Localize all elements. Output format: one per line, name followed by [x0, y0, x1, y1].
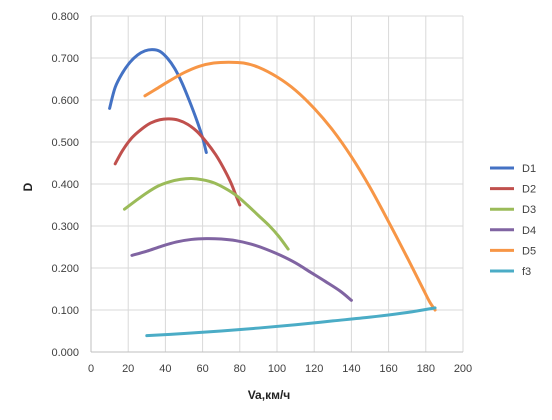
x-tick-label: 120 [305, 363, 323, 375]
legend-label-d3: D3 [522, 204, 536, 216]
x-axis-title: Va,км/ч [248, 388, 291, 402]
grid [90, 15, 464, 353]
y-tick-label: 0.700 [51, 53, 79, 65]
legend-label-d5: D5 [522, 245, 536, 257]
x-tick-label: 160 [379, 363, 397, 375]
y-tick-label: 0.100 [51, 305, 79, 317]
x-tick-label: 140 [342, 363, 360, 375]
x-tick-label: 180 [417, 363, 435, 375]
series-lines [108, 48, 437, 338]
y-tick-label: 0.400 [51, 179, 79, 191]
x-tick-label: 60 [196, 363, 208, 375]
x-tick-label: 100 [268, 363, 286, 375]
series-line-f3 [145, 306, 437, 338]
y-tick-label: 0.000 [51, 347, 79, 359]
series-line-d2 [113, 117, 242, 207]
series-line-d1 [108, 48, 208, 154]
x-tick-label: 0 [88, 363, 94, 375]
x-tick-label: 200 [454, 363, 472, 375]
legend: D1 D2 D3 D4 D5 f3 [490, 163, 536, 278]
y-tick-label: 0.800 [51, 11, 79, 23]
series-line-d4 [130, 237, 353, 302]
y-tick-label: 0.300 [51, 221, 79, 233]
series-line-d3 [122, 177, 290, 251]
series-line-d5 [143, 60, 437, 312]
tick-labels: 0 20 40 60 80 100 120 140 160 180 200 0.000 0.100 0.2… [51, 11, 472, 375]
legend-label-f3: f3 [522, 266, 531, 278]
legend-label-d4: D4 [522, 225, 536, 237]
y-tick-label: 0.200 [51, 263, 79, 275]
y-tick-label: 0.500 [51, 137, 79, 149]
legend-label-d2: D2 [522, 184, 536, 196]
y-axis-title: D [21, 182, 35, 191]
legend-label-d1: D1 [522, 163, 536, 175]
x-tick-label: 80 [234, 363, 246, 375]
x-tick-label: 20 [122, 363, 134, 375]
y-tick-label: 0.600 [51, 95, 79, 107]
x-tick-label: 40 [159, 363, 171, 375]
